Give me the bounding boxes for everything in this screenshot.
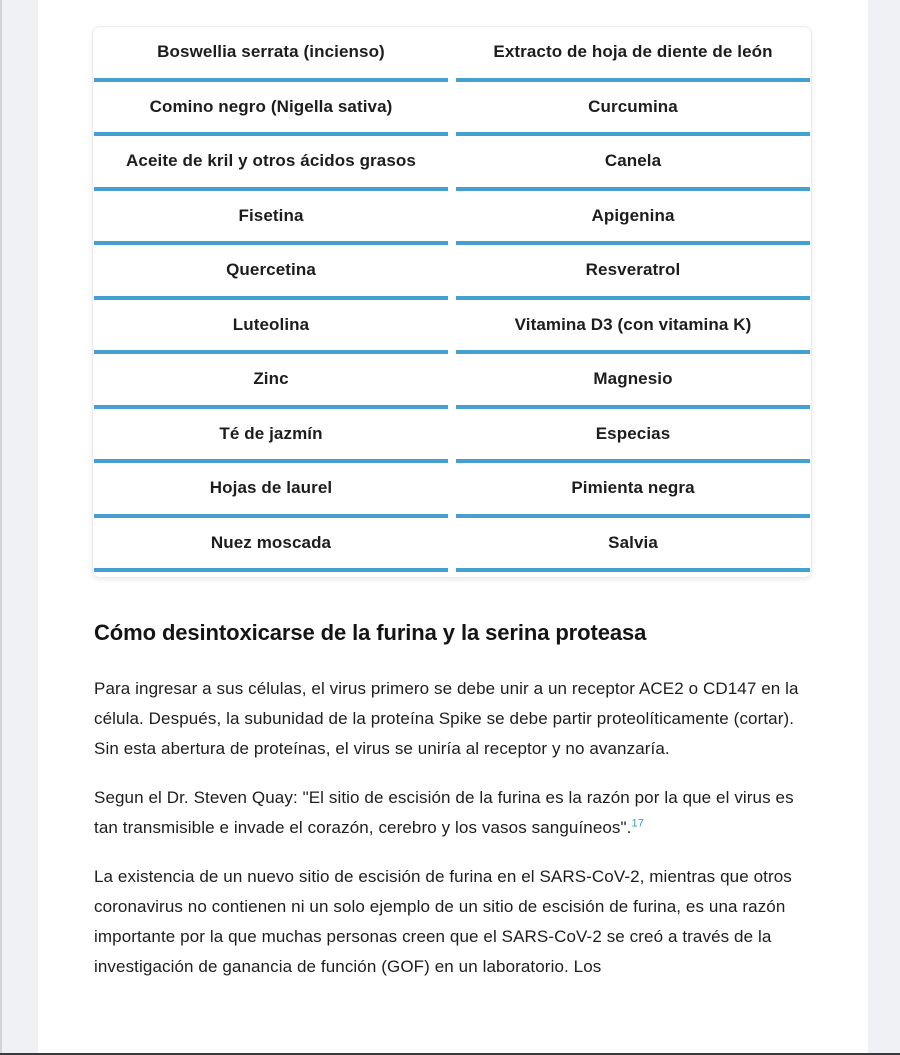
page-margin-left	[0, 0, 38, 1053]
table-row: Fisetina Apigenina	[93, 191, 811, 245]
paragraph-2: Segun el Dr. Steven Quay: "El sitio de e…	[94, 783, 820, 843]
table-cell-right: Apigenina	[456, 191, 810, 245]
table-row: Boswellia serrata (incienso) Extracto de…	[93, 27, 811, 82]
table-cell-left: Nuez moscada	[94, 518, 448, 572]
table-cell-left: Té de jazmín	[94, 409, 448, 463]
table-row: Aceite de kril y otros ácidos grasos Can…	[93, 136, 811, 191]
table-cell-right: Pimienta negra	[456, 463, 810, 518]
table-cell-left: Comino negro (Nigella sativa)	[94, 82, 448, 136]
table-cell-left: Hojas de laurel	[94, 463, 448, 518]
table-cell-right: Curcumina	[456, 82, 810, 136]
table-cell-left: Fisetina	[94, 191, 448, 245]
section-heading: Cómo desintoxicarse de la furina y la se…	[94, 620, 647, 645]
table-row: Nuez moscada Salvia	[93, 518, 811, 572]
table-cell-right: Vitamina D3 (con vitamina K)	[456, 300, 810, 354]
table-row: Luteolina Vitamina D3 (con vitamina K)	[93, 300, 811, 354]
page-margin-right	[868, 0, 900, 1053]
table-cell-right: Extracto de hoja de diente de león	[456, 27, 810, 82]
bottom-edge	[0, 1053, 900, 1055]
supplement-table: Boswellia serrata (incienso) Extracto de…	[92, 26, 812, 578]
table-row: Zinc Magnesio	[93, 354, 811, 409]
paragraph-3: La existencia de un nuevo sitio de escis…	[94, 867, 792, 976]
paragraph-1: Para ingresar a sus células, el virus pr…	[94, 679, 799, 758]
table-row: Quercetina Resveratrol	[93, 245, 811, 300]
paragraph-2-text: Segun el Dr. Steven Quay: "El sitio de e…	[94, 788, 794, 837]
table-cell-left: Aceite de kril y otros ácidos grasos	[94, 136, 448, 191]
table-cell-left: Boswellia serrata (incienso)	[94, 27, 448, 82]
table-cell-right: Canela	[456, 136, 810, 191]
table-row: Comino negro (Nigella sativa) Curcumina	[93, 82, 811, 136]
footnote-link-17[interactable]: 17	[631, 817, 644, 830]
article-body: Cómo desintoxicarse de la furina y la se…	[94, 618, 820, 1001]
table-row: Hojas de laurel Pimienta negra	[93, 463, 811, 518]
table-row: Té de jazmín Especias	[93, 409, 811, 463]
table-cell-right: Especias	[456, 409, 810, 463]
table-cell-right: Salvia	[456, 518, 810, 572]
table-cell-left: Luteolina	[94, 300, 448, 354]
table-cell-left: Quercetina	[94, 245, 448, 300]
table-cell-left: Zinc	[94, 354, 448, 409]
table-cell-right: Magnesio	[456, 354, 810, 409]
table-cell-right: Resveratrol	[456, 245, 810, 300]
